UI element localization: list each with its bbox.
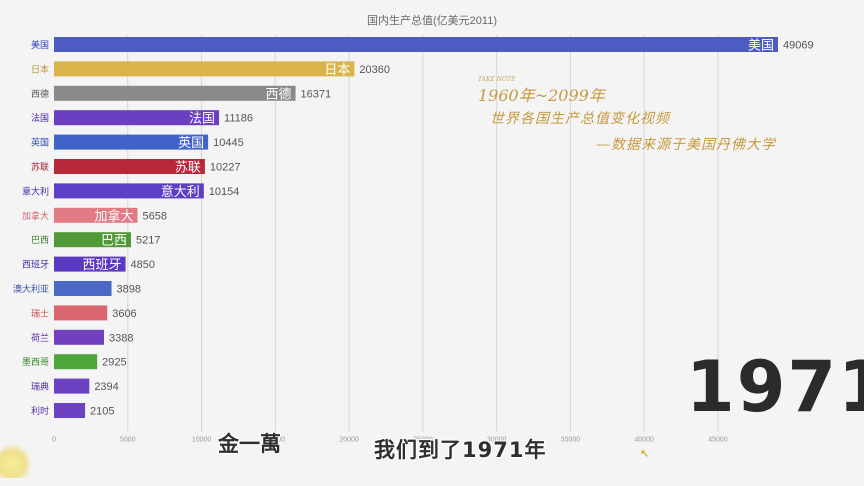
x-tick-label: 0 (52, 436, 56, 443)
bar-row: 瑞士 3606 (31, 305, 137, 321)
category-label: 美国 (31, 39, 49, 51)
bar-inner-label: 日本 (324, 63, 350, 78)
subtitle-left: 金一萬 (218, 432, 281, 456)
bar-row: 澳大利亚 3898 (13, 281, 141, 296)
bar (54, 37, 778, 52)
bar-row: 利时 2105 (31, 403, 115, 418)
category-label: 瑞士 (31, 307, 49, 319)
subtitle-main: 我们到了1971年 (374, 438, 547, 462)
category-label: 苏联 (31, 161, 49, 173)
bar (54, 378, 90, 394)
category-label: 荷兰 (31, 332, 49, 344)
bar-inner-label: 西德 (266, 87, 292, 102)
category-label: 英国 (31, 137, 49, 149)
x-tick-label: 5000 (120, 436, 136, 443)
bar-inner-label: 加拿大 (94, 208, 133, 224)
bar-row: 法国 法国 11186 (31, 110, 253, 127)
value-label: 2925 (102, 357, 126, 369)
bar (54, 403, 86, 418)
category-label: 瑞典 (31, 381, 49, 393)
category-label: 利时 (31, 405, 49, 417)
chart-title: 国内生产总值(亿美元2011) (367, 13, 497, 27)
value-label: 20360 (359, 64, 390, 76)
overlay-topic: 世界各国生产总值变化视频 (490, 111, 670, 127)
bar-row: 日本 日本 20360 (31, 61, 390, 78)
bar-inner-label: 西班牙 (83, 258, 122, 273)
bar-inner-label: 美国 (748, 39, 774, 54)
bar (54, 305, 108, 321)
x-tick-label: 15000 (266, 436, 286, 443)
value-label: 3898 (117, 284, 141, 296)
value-label: 3606 (112, 308, 136, 320)
value-label: 16371 (301, 88, 332, 100)
value-label: 10445 (213, 137, 244, 149)
bar (54, 354, 98, 370)
x-tick-label: 10000 (192, 436, 212, 443)
bar-row: 西班牙 西班牙 4850 (22, 256, 155, 273)
category-label: 日本 (31, 63, 49, 75)
bar (54, 110, 220, 126)
value-label: 2105 (90, 406, 114, 418)
x-axis-ticks: 0 5000 10000 15000 20000 25000 30000 35000 40000… (52, 436, 728, 443)
x-tick-label: 25000 (413, 436, 433, 443)
x-tick-label: 45000 (708, 436, 728, 443)
bar-row: 美国 美国 49069 (31, 37, 814, 54)
x-tick-label: 30000 (487, 436, 507, 443)
value-label: 5658 (142, 210, 166, 222)
bar-row: 苏联 苏联 10227 (31, 159, 241, 176)
bar-row: 意大利 意大利 10154 (22, 183, 239, 200)
overlay-small-text: TAKE NOTE (478, 76, 516, 83)
current-year: 1971 (686, 346, 864, 428)
bar-inner-label: 法国 (189, 112, 215, 127)
bar (54, 329, 104, 345)
bar-row: 西德 西德 16371 (31, 85, 332, 102)
decorative-blob (0, 442, 30, 478)
bar-inner-label: 意大利 (161, 184, 200, 200)
cursor-icon: ↖ (640, 447, 650, 460)
bar (54, 207, 138, 223)
value-label: 49069 (783, 40, 814, 52)
bar-row: 加拿大 加拿大 5658 (22, 207, 167, 224)
category-label: 意大利 (22, 185, 49, 197)
overlay-source: —数据来源于美国丹佛大学 (596, 137, 776, 153)
bar (54, 61, 355, 77)
bar-inner-label: 英国 (178, 136, 204, 151)
bar-row: 英国 英国 10445 (31, 134, 244, 151)
bar (54, 159, 205, 174)
bar-inner-label: 苏联 (175, 160, 201, 176)
category-label: 法国 (31, 112, 49, 124)
category-label: 加拿大 (22, 210, 49, 222)
category-label: 澳大利亚 (13, 283, 49, 295)
category-label: 西德 (31, 88, 49, 100)
value-label: 3388 (109, 332, 133, 344)
bar (54, 85, 296, 101)
value-label: 10154 (209, 186, 240, 198)
category-label: 墨西哥 (22, 357, 49, 368)
category-label: 西班牙 (22, 259, 49, 271)
bar (54, 232, 131, 248)
bar-row: 巴西 巴西 5217 (31, 232, 160, 249)
value-label: 5217 (136, 235, 160, 247)
bar (54, 256, 126, 272)
x-tick-label: 35000 (561, 436, 581, 443)
bar-row: 墨西哥 2925 (22, 354, 127, 370)
x-tick-label: 40000 (634, 436, 654, 443)
value-label: 11186 (224, 113, 253, 125)
x-tick-label: 20000 (339, 436, 359, 443)
overlay-date-range: 1960年~2099年 (478, 86, 605, 105)
bar (54, 281, 112, 296)
bar (54, 183, 204, 199)
value-label: 2394 (94, 381, 118, 393)
category-label: 巴西 (31, 235, 49, 246)
bar-row: 瑞典 2394 (31, 378, 119, 394)
bar-inner-label: 巴西 (101, 234, 127, 249)
bar (54, 134, 209, 150)
value-label: 10227 (210, 162, 241, 174)
bar-row: 荷兰 3388 (31, 329, 133, 345)
value-label: 4850 (131, 259, 155, 271)
